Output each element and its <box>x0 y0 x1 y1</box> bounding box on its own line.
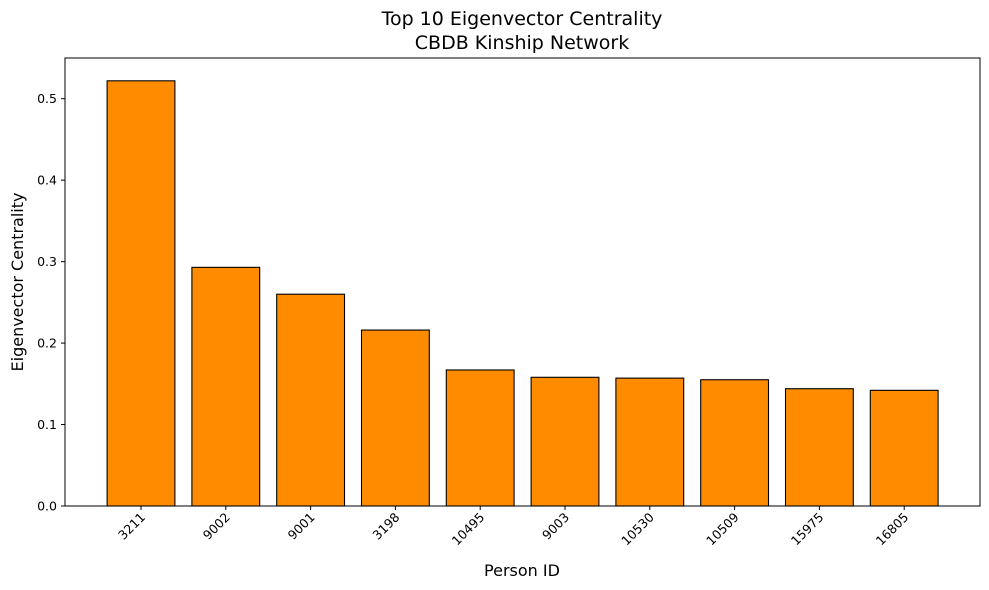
x-tick-label: 3211 <box>115 510 148 543</box>
bar-10509 <box>700 379 770 507</box>
x-tick-label: 9003 <box>539 510 572 543</box>
plot-frame <box>64 57 981 507</box>
x-tick-label: 10495 <box>449 510 488 549</box>
bar-10530 <box>615 377 685 507</box>
bar-3198 <box>360 329 430 507</box>
x-tick-label: 9002 <box>200 510 233 543</box>
y-tick-label: 0.3 <box>37 254 57 269</box>
y-axis-label: Eigenvector Centrality <box>8 193 27 372</box>
x-tick-label: 9001 <box>285 510 318 543</box>
x-axis-ticks: 3211 9002 9001 3198 10495 9003 10530 10509 15975… <box>115 506 911 548</box>
chart-title-line2: CBDB Kinship Network <box>415 32 629 54</box>
bar-16805 <box>869 389 939 507</box>
bar-9001 <box>276 293 346 507</box>
x-tick-label: 3198 <box>369 509 402 542</box>
chart-title-line1: Top 10 Eigenvector Centrality <box>381 8 663 30</box>
x-tick-label: 15975 <box>788 510 827 549</box>
bars-group <box>106 80 939 507</box>
x-tick-label: 16805 <box>873 510 912 549</box>
y-tick-label: 0.1 <box>37 417 57 432</box>
x-tick-label: 10509 <box>703 509 742 548</box>
y-tick-label: 0.5 <box>37 91 57 106</box>
x-axis-label: Person ID <box>484 561 560 580</box>
x-tick-label: 10530 <box>618 509 657 548</box>
y-tick-label: 0.2 <box>37 336 57 351</box>
y-tick-label: 0.4 <box>37 173 57 188</box>
bar-9003 <box>530 376 600 507</box>
bar-10495 <box>445 369 515 507</box>
bar-3211 <box>106 80 176 507</box>
bar-9002 <box>191 266 261 507</box>
y-axis-ticks: 0.0 0.1 0.2 0.3 0.4 0.5 <box>37 91 65 514</box>
bar-15975 <box>784 388 854 507</box>
y-tick-label: 0.0 <box>37 499 57 514</box>
